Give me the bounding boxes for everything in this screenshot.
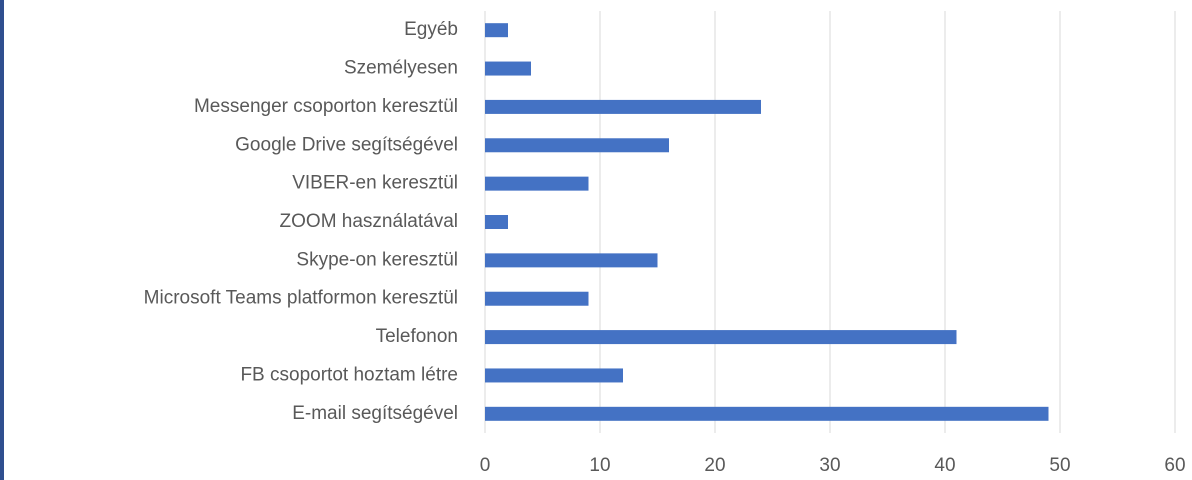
bar [485,138,669,153]
y-tick-label: Messenger csoporton keresztül [194,96,458,117]
y-tick-label: Egyéb [404,19,458,40]
x-tick-label: 0 [480,455,491,476]
bar [485,330,957,345]
y-tick-label: Microsoft Teams platformon keresztül [144,288,458,309]
bar [485,368,623,383]
bar [485,291,589,306]
y-tick-label: Skype-on keresztül [296,249,458,270]
bar [485,61,531,76]
x-tick-label: 20 [704,455,725,476]
border [0,0,4,480]
x-tick-label: 50 [1049,455,1070,476]
bar [485,215,508,229]
y-tick-label: Telefonon [376,326,458,347]
bar [485,253,658,268]
bar [485,99,761,114]
x-tick-label: 40 [934,455,955,476]
y-tick-label: E-mail segítségével [292,403,458,424]
y-tick-label: FB csoportot hoztam létre [240,364,458,385]
y-tick-label: ZOOM használatával [280,211,458,232]
y-tick-label: Személyesen [344,58,458,79]
y-tick-label: VIBER-en keresztül [292,173,458,194]
bar [485,406,1049,421]
y-tick-label: Google Drive segítségével [235,134,458,155]
x-tick-label: 60 [1164,455,1185,476]
bar [485,23,508,38]
x-tick-label: 30 [819,455,840,476]
x-tick-label: 10 [589,455,610,476]
bar [485,176,589,191]
